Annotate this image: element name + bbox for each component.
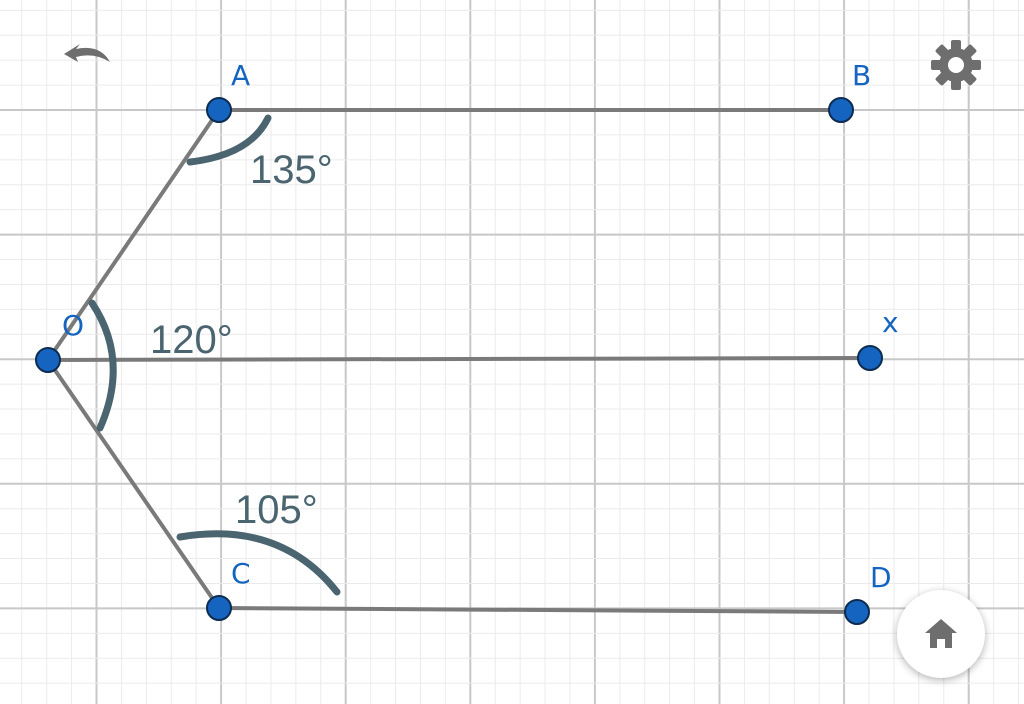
- home-button[interactable]: [897, 590, 985, 678]
- label-c: C: [231, 557, 251, 590]
- angle-c-label: 105°: [235, 488, 318, 532]
- point-a[interactable]: [206, 97, 232, 123]
- arc-angle-a: [186, 114, 272, 166]
- label-d: D: [870, 561, 892, 594]
- point-d[interactable]: [844, 599, 870, 625]
- segment-ox[interactable]: [46, 356, 872, 362]
- angle-a-label: 135°: [250, 148, 333, 192]
- label-a: A: [231, 59, 250, 92]
- label-x: x: [882, 306, 899, 339]
- arc-angle-o: [88, 299, 117, 432]
- point-o[interactable]: [35, 347, 61, 373]
- undo-button[interactable]: [56, 32, 118, 72]
- label-o: O: [62, 309, 84, 342]
- label-b: B: [852, 59, 871, 92]
- segment-oc[interactable]: [46, 358, 221, 610]
- point-x[interactable]: [857, 345, 883, 371]
- gear-icon: [931, 40, 981, 90]
- settings-button[interactable]: [931, 40, 981, 90]
- segments: [46, 108, 872, 614]
- point-b[interactable]: [828, 97, 854, 123]
- home-icon: [925, 619, 957, 648]
- angle-o-label: 120°: [150, 318, 233, 362]
- annotation-arcs: [88, 114, 341, 596]
- undo-icon: [64, 44, 110, 62]
- points: [35, 97, 883, 625]
- arc-angle-c: [176, 530, 341, 596]
- segment-oa[interactable]: [46, 108, 221, 362]
- segment-cd[interactable]: [217, 606, 859, 614]
- point-c[interactable]: [206, 595, 232, 621]
